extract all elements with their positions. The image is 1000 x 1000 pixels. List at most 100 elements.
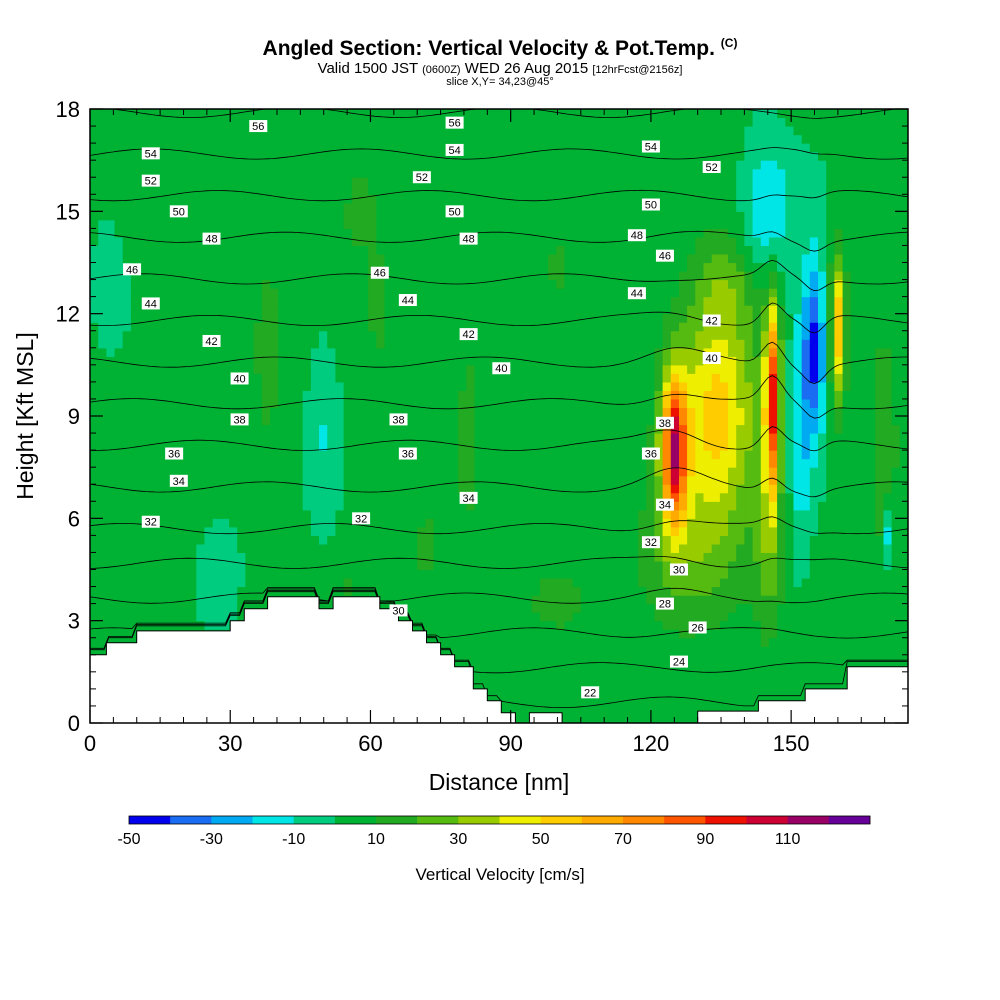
velocity-cell	[343, 543, 353, 553]
velocity-cell	[98, 143, 107, 153]
velocity-cell	[196, 109, 206, 119]
velocity-cell	[646, 484, 655, 494]
velocity-cell	[196, 262, 206, 272]
velocity-cell	[335, 390, 345, 400]
velocity-cell	[515, 262, 525, 272]
velocity-cell	[384, 433, 394, 443]
velocity-cell	[278, 526, 287, 536]
velocity-cell	[638, 688, 647, 698]
velocity-cell	[490, 126, 500, 136]
velocity-cell	[474, 390, 484, 400]
velocity-cell	[261, 552, 271, 562]
velocity-cell	[441, 177, 451, 187]
velocity-cell	[589, 177, 598, 187]
velocity-cell	[163, 535, 173, 545]
velocity-cell	[106, 629, 116, 639]
velocity-cell	[417, 126, 426, 136]
velocity-cell	[335, 151, 345, 161]
velocity-cell	[294, 475, 304, 485]
velocity-cell	[499, 637, 508, 647]
velocity-cell	[384, 364, 394, 374]
velocity-cell	[425, 373, 435, 383]
velocity-cell	[343, 305, 353, 315]
velocity-cell	[531, 433, 541, 443]
velocity-cell	[523, 629, 533, 639]
velocity-cell	[564, 373, 574, 383]
velocity-cell	[335, 313, 345, 323]
velocity-cell	[319, 151, 328, 161]
velocity-cell	[441, 339, 451, 349]
velocity-cell	[621, 416, 631, 426]
velocity-cell	[359, 160, 369, 170]
velocity-cell	[400, 518, 410, 528]
velocity-cell	[597, 202, 606, 212]
velocity-cell	[302, 433, 312, 443]
velocity-cell	[409, 433, 418, 443]
velocity-cell	[466, 603, 476, 613]
velocity-cell	[646, 177, 655, 187]
velocity-cell	[147, 109, 157, 119]
velocity-cell	[212, 373, 222, 383]
velocity-cell	[319, 322, 328, 332]
velocity-cell	[589, 390, 598, 400]
velocity-cell	[523, 373, 533, 383]
velocity-cell	[180, 543, 189, 553]
velocity-cell	[458, 219, 467, 229]
velocity-cell	[539, 680, 549, 690]
velocity-cell	[580, 160, 590, 170]
velocity-cell	[556, 151, 566, 161]
velocity-cell	[556, 168, 566, 178]
velocity-cell	[531, 177, 541, 187]
velocity-cell	[106, 433, 116, 443]
velocity-cell	[245, 390, 255, 400]
velocity-cell	[539, 313, 549, 323]
velocity-cell	[392, 475, 402, 485]
velocity-cell	[155, 603, 165, 613]
velocity-cell	[196, 339, 206, 349]
velocity-cell	[564, 330, 574, 340]
velocity-cell	[629, 109, 639, 119]
velocity-cell	[523, 398, 533, 408]
velocity-cell	[368, 245, 377, 255]
velocity-cell	[139, 185, 148, 195]
velocity-cell	[229, 313, 238, 323]
velocity-cell	[482, 168, 492, 178]
velocity-cell	[90, 177, 99, 187]
velocity-cell	[441, 160, 451, 170]
velocity-cell	[245, 603, 255, 613]
velocity-cell	[335, 381, 345, 391]
velocity-cell	[302, 126, 312, 136]
velocity-cell	[515, 654, 525, 664]
velocity-cell	[327, 288, 336, 298]
velocity-cell	[646, 663, 655, 673]
velocity-cell	[286, 416, 296, 426]
velocity-cell	[621, 288, 631, 298]
velocity-cell	[204, 612, 214, 622]
velocity-cell	[417, 535, 426, 545]
velocity-cell	[139, 552, 148, 562]
velocity-cell	[507, 501, 516, 511]
velocity-cell	[220, 194, 230, 204]
velocity-cell	[212, 381, 222, 391]
velocity-cell	[335, 236, 345, 246]
velocity-cell	[638, 262, 647, 272]
velocity-cell	[359, 279, 369, 289]
velocity-cell	[114, 151, 124, 161]
velocity-cell	[139, 126, 148, 136]
velocity-cell	[507, 620, 516, 630]
velocity-cell	[229, 117, 238, 127]
velocity-cell	[114, 637, 124, 647]
velocity-cell	[531, 305, 541, 315]
velocity-cell	[351, 117, 361, 127]
velocity-cell	[548, 501, 557, 511]
velocity-cell	[237, 526, 246, 536]
velocity-cell	[368, 279, 377, 289]
velocity-cell	[466, 433, 476, 443]
velocity-cell	[523, 202, 533, 212]
velocity-cell	[147, 279, 157, 289]
velocity-cell	[507, 245, 516, 255]
velocity-cell	[433, 595, 443, 605]
velocity-cell	[294, 279, 304, 289]
velocity-cell	[351, 126, 361, 136]
velocity-cell	[90, 381, 99, 391]
